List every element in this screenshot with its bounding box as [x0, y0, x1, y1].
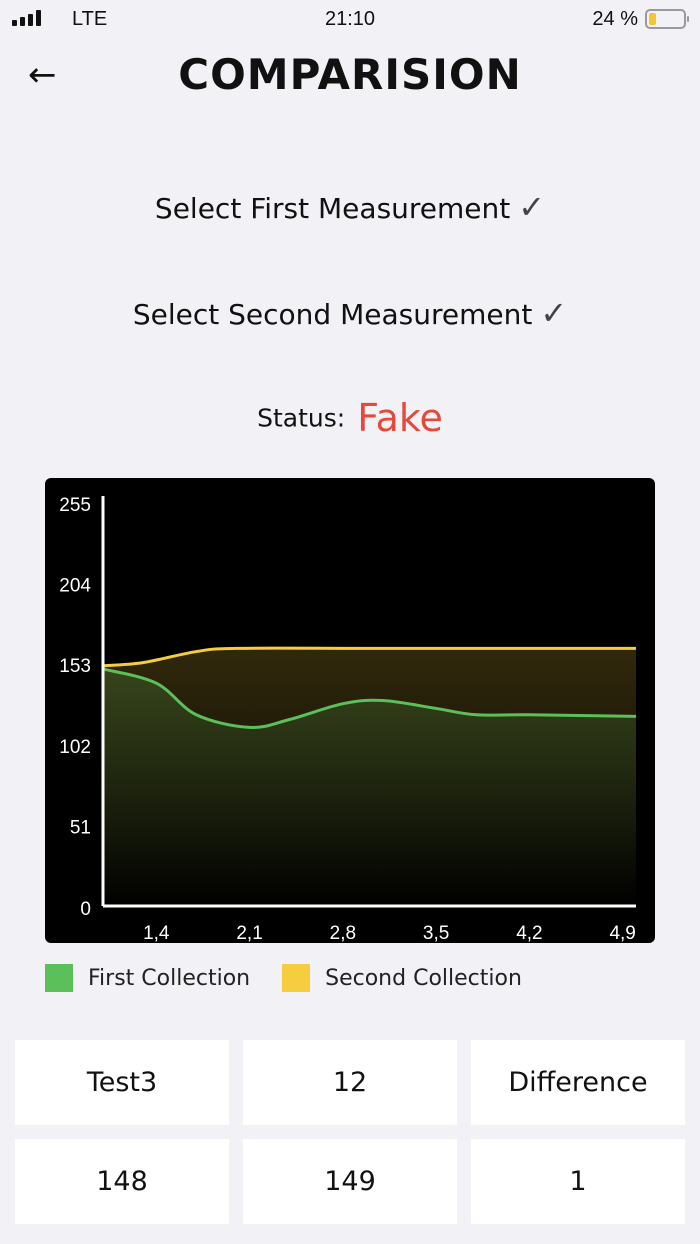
- chart-svg: 0 51 102 153 204 255 1,4 2,1 2,8 3,5 4,2 4,9: [59, 495, 637, 944]
- table-cell: 149: [243, 1139, 457, 1224]
- select-second-measurement[interactable]: Select Second Measurement ✓: [0, 294, 700, 332]
- x-tick-label: 3,5: [423, 923, 449, 943]
- series-area-0: [103, 668, 636, 906]
- x-tick-label: 2,1: [236, 923, 262, 943]
- x-tick-label: 4,9: [609, 923, 635, 943]
- series-line-0: [102, 667, 637, 729]
- y-tick-label: 255: [59, 495, 91, 516]
- status-bar: LTE 21:10 24 %: [0, 0, 700, 40]
- back-arrow-icon[interactable]: ←: [28, 55, 57, 95]
- y-tick-label: 102: [59, 737, 91, 758]
- x-tick-label: 4,2: [516, 923, 542, 943]
- select-second-label: Select Second Measurement: [132, 298, 533, 331]
- results-table: Test3 12 Difference 148 149 1: [15, 1040, 685, 1224]
- y-tick-label: 204: [59, 576, 91, 597]
- status-value: Fake: [357, 396, 443, 440]
- legend-first: First Collection: [88, 965, 251, 991]
- check-icon: ✓: [518, 188, 546, 226]
- table-cell: 148: [15, 1139, 229, 1224]
- y-tick-label: 153: [59, 656, 91, 677]
- x-tick-label: 2,8: [330, 923, 356, 943]
- y-tick-label: 51: [70, 817, 91, 838]
- status-label: Status:: [257, 403, 346, 433]
- battery-icon: [645, 9, 689, 29]
- check-icon: ✓: [540, 294, 568, 332]
- battery-percent: 24 %: [592, 8, 638, 30]
- legend-second: Second Collection: [325, 965, 522, 991]
- y-tick-label: 0: [80, 899, 91, 920]
- status-row: Status: Fake: [0, 396, 700, 440]
- signal-icon: [12, 10, 41, 26]
- chart-legend: First Collection Second Collection: [45, 964, 522, 992]
- select-first-label: Select First Measurement: [154, 192, 511, 225]
- series-line-1: [102, 646, 636, 668]
- legend-swatch-first: [45, 964, 73, 992]
- page-title: COMPARISION: [178, 50, 522, 99]
- clock: 21:10: [324, 8, 376, 30]
- comparison-chart: 0 51 102 153 204 255 1,4 2,1 2,8 3,5 4,2 4,9: [45, 478, 655, 944]
- table-cell: Test3: [15, 1040, 229, 1125]
- table-cell: 12: [243, 1040, 457, 1125]
- select-first-measurement[interactable]: Select First Measurement ✓: [0, 188, 700, 226]
- table-cell: Difference: [471, 1040, 685, 1125]
- carrier: LTE: [72, 8, 108, 30]
- legend-swatch-second: [282, 964, 311, 992]
- table-cell: 1: [471, 1139, 685, 1224]
- x-tick-label: 1,4: [143, 923, 170, 943]
